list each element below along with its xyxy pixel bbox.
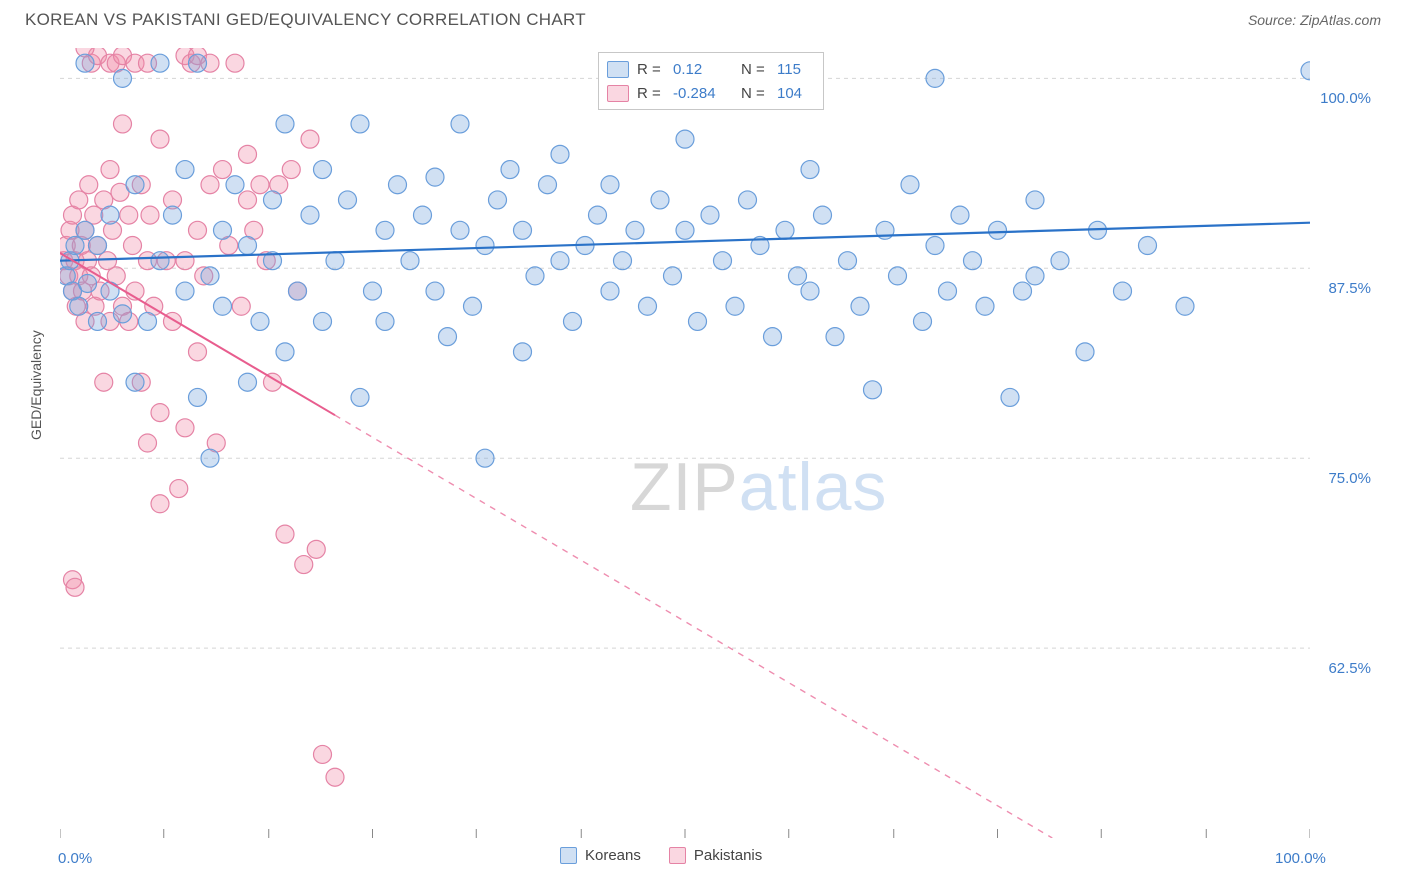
chart-header: KOREAN VS PAKISTANI GED/EQUIVALENCY CORR… [0,0,1406,38]
swatch-koreans [607,61,629,78]
y-axis-label: GED/Equivalency [28,330,44,440]
r-label: R = [637,61,665,78]
n-value-pakistanis: 104 [777,85,813,102]
scatter-plot-svg [60,48,1310,838]
swatch-koreans-bottom [560,847,577,864]
r-value-pakistanis: -0.284 [673,85,733,102]
chart-area: R = 0.12 N = 115 R = -0.284 N = 104 ZIPa… [60,48,1310,838]
legend-row-pakistanis: R = -0.284 N = 104 [607,81,813,105]
chart-title: KOREAN VS PAKISTANI GED/EQUIVALENCY CORR… [25,10,586,30]
series-legend: Koreans Pakistanis [560,847,762,864]
r-value-koreans: 0.12 [673,61,733,78]
legend-label-pakistanis: Pakistanis [694,847,762,864]
y-tick-87-5: 87.5% [1328,280,1371,297]
source-label: Source: ZipAtlas.com [1248,12,1381,28]
y-tick-100: 100.0% [1320,90,1371,107]
legend-label-koreans: Koreans [585,847,641,864]
legend-item-koreans: Koreans [560,847,641,864]
n-label: N = [741,61,769,78]
x-tick-max: 100.0% [1275,850,1326,867]
legend-item-pakistanis: Pakistanis [669,847,762,864]
swatch-pakistanis-bottom [669,847,686,864]
n-label: N = [741,85,769,102]
legend-row-koreans: R = 0.12 N = 115 [607,57,813,81]
n-value-koreans: 115 [777,61,813,78]
y-tick-75: 75.0% [1328,470,1371,487]
x-tick-min: 0.0% [58,850,92,867]
r-label: R = [637,85,665,102]
y-tick-62-5: 62.5% [1328,660,1371,677]
swatch-pakistanis [607,85,629,102]
correlation-legend: R = 0.12 N = 115 R = -0.284 N = 104 [598,52,824,110]
